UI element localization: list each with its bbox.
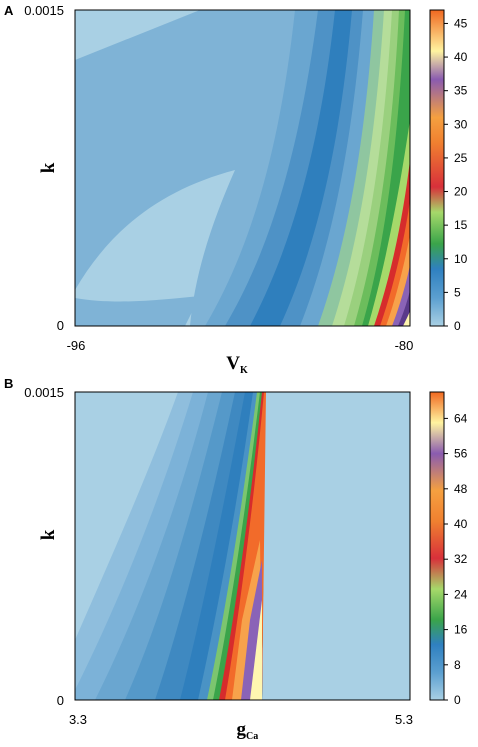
colorbar-tick-label: 45 xyxy=(454,16,468,30)
x-tick-b-right: 5.3 xyxy=(395,712,413,727)
colorbar-tick-label: 10 xyxy=(454,252,468,266)
x-tick-b-left: 3.3 xyxy=(69,712,87,727)
plot-frame-b xyxy=(74,391,411,701)
plot-frame-a xyxy=(74,9,411,327)
colorbar-b-ticks: 0 8 16 24 32 40 48 56 64 xyxy=(444,411,468,707)
x-axis-label-a: V xyxy=(226,353,240,374)
colorbar-a-ticks: 0 5 10 15 20 25 30 35 40 45 xyxy=(444,16,468,333)
colorbar-tick-label: 0 xyxy=(454,319,461,333)
x-axis-label-b-subscript: Ca xyxy=(246,731,258,742)
heatmap-a-band xyxy=(75,170,235,326)
panel-label-b: B xyxy=(4,376,13,391)
colorbar-tick-label: 24 xyxy=(454,587,468,601)
colorbar-tick-label: 40 xyxy=(454,50,468,64)
colorbar-tick-label: 32 xyxy=(454,552,468,566)
heatmap-b-band xyxy=(250,600,262,700)
colorbar-tick-label: 48 xyxy=(454,482,468,496)
y-axis-label-a: k xyxy=(38,162,59,173)
heatmap-b xyxy=(75,392,410,700)
colorbar-b xyxy=(429,391,445,701)
colorbar-tick-label: 16 xyxy=(454,623,468,637)
heatmap-a xyxy=(75,10,410,326)
x-axis-label-b: g xyxy=(237,719,247,740)
colorbar-tick-label: 30 xyxy=(454,117,468,131)
colorbar-tick-label: 64 xyxy=(454,411,468,425)
colorbar-tick-label: 56 xyxy=(454,447,468,461)
panel-a: A 0.0015 xyxy=(4,3,468,376)
colorbar-tick-label: 40 xyxy=(454,517,468,531)
y-tick-a-top: 0.0015 xyxy=(24,3,64,18)
x-tick-a-left: -96 xyxy=(67,338,86,353)
panel-label-a: A xyxy=(4,3,14,18)
colorbar-a xyxy=(429,9,445,327)
y-tick-a-bottom: 0 xyxy=(57,318,64,333)
colorbar-tick-label: 5 xyxy=(454,285,461,299)
colorbar-tick-label: 35 xyxy=(454,84,468,98)
heatmap-a-band xyxy=(403,310,410,326)
colorbar-tick-label: 20 xyxy=(454,185,468,199)
x-axis-label-a-subscript: K xyxy=(240,365,248,376)
heatmap-a-band xyxy=(398,290,410,326)
colorbar-tick-label: 8 xyxy=(454,658,461,672)
y-tick-b-bottom: 0 xyxy=(57,693,64,708)
heatmap-a-band xyxy=(75,296,200,326)
colorbar-tick-label: 25 xyxy=(454,151,468,165)
y-axis-label-b: k xyxy=(38,529,59,540)
colorbar-tick-label: 15 xyxy=(454,218,468,232)
y-tick-b-top: 0.0015 xyxy=(24,385,64,400)
colorbar-tick-label: 0 xyxy=(454,693,461,707)
x-tick-a-right: -80 xyxy=(395,338,414,353)
